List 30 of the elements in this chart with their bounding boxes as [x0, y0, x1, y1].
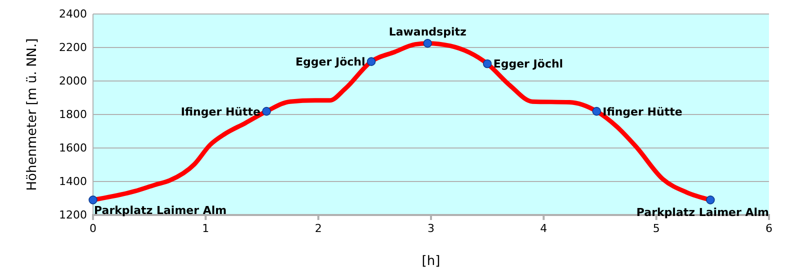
annotation: Parkplatz Laimer Alm — [636, 206, 769, 219]
y-tick-label: 1800 — [59, 108, 87, 122]
annotation: Lawandspitz — [388, 25, 466, 38]
point — [423, 38, 432, 48]
y-tick-label: 1400 — [59, 175, 87, 188]
y-tick-label: 2000 — [59, 74, 87, 88]
point — [262, 106, 271, 116]
x-axis-title: [h] — [422, 254, 440, 269]
x-tick-label: 4 — [540, 222, 548, 235]
x-tick-label: 1 — [202, 222, 210, 235]
x-tick-label: 3 — [428, 222, 434, 235]
y-tick-label: 1600 — [59, 142, 87, 155]
annotation: Ifinger Hütte — [180, 105, 261, 118]
annotation: Egger Jöchl — [296, 56, 366, 69]
y-tick-label: 1200 — [59, 208, 87, 222]
point — [706, 196, 715, 204]
y-tick-label: 2400 — [59, 8, 87, 21]
x-tick-label: 0 — [90, 222, 96, 235]
annotation: Ifinger Hütte — [602, 105, 682, 118]
point — [592, 106, 602, 116]
annotation: Egger Jöchl — [493, 58, 564, 71]
point — [366, 57, 376, 66]
y-tick-label: 2200 — [59, 41, 87, 54]
x-tick-label: 5 — [652, 222, 660, 235]
annotation: Parkplatz Laimer Alm — [94, 204, 227, 217]
x-tick-label: 2 — [314, 222, 322, 235]
point — [88, 196, 98, 204]
y-axis-title: Höhenmeter [m ü. NN.] — [25, 38, 40, 191]
point — [482, 59, 492, 68]
x-tick-label: 6 — [766, 222, 772, 235]
